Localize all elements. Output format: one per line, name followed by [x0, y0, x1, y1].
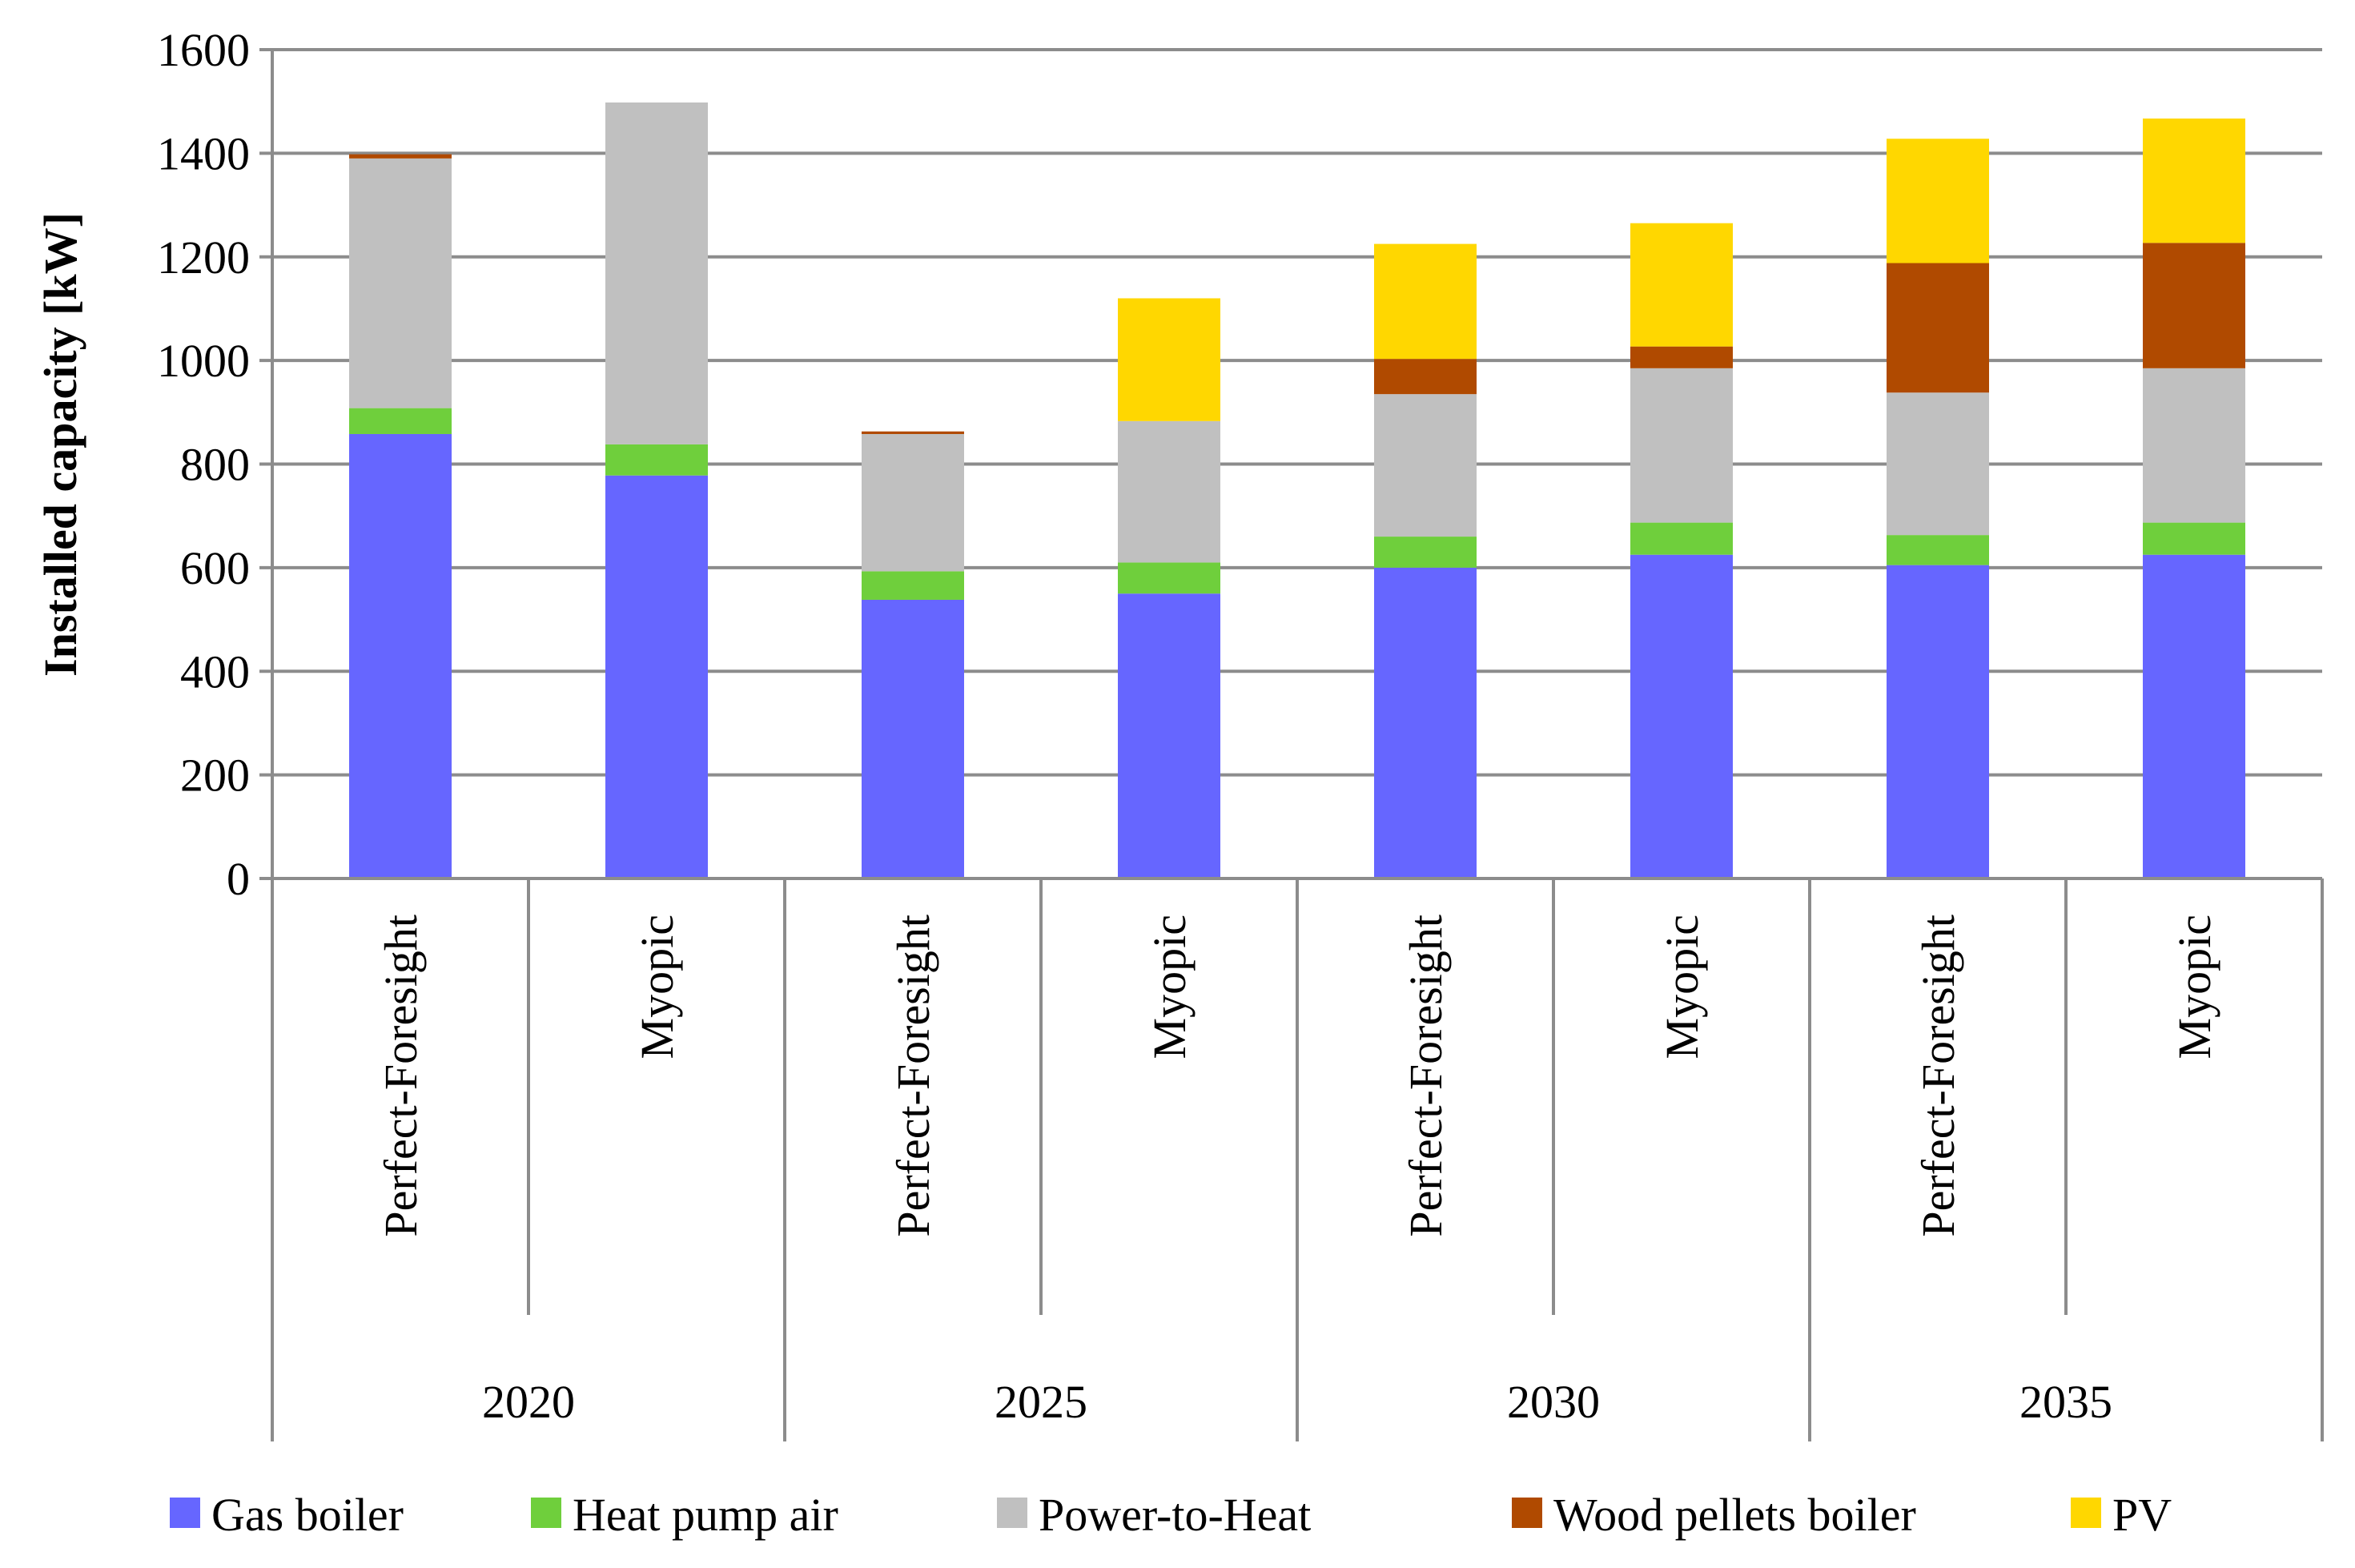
category-label: Perfect-Foresight — [1912, 915, 1964, 1237]
y-tick-label: 1200 — [157, 231, 250, 283]
bar-pv — [1374, 243, 1477, 360]
bar-gas-boiler — [1630, 554, 1733, 878]
category-label: Perfect-Foresight — [887, 915, 939, 1237]
bar-heat-pump-air — [1630, 522, 1733, 555]
y-tick-labels: 0 200 400 600 800 1000 1200 1400 1600 — [157, 24, 250, 905]
bar-heat-pump-air — [2143, 522, 2245, 555]
bar-pv — [1630, 223, 1733, 347]
y-tick-label: 0 — [227, 853, 250, 905]
bar-power-to-heat — [1887, 392, 1989, 536]
y-axis-label: Installed capacity [kW] — [34, 212, 86, 677]
group-label: 2030 — [1507, 1376, 1600, 1428]
bar-wood-pellets-boiler — [862, 431, 964, 434]
bar-wood-pellets-boiler — [1374, 359, 1477, 395]
bar-gas-boiler — [605, 475, 708, 878]
legend-swatch-gas-boiler — [170, 1498, 200, 1528]
category-label: Myopic — [2168, 915, 2220, 1059]
bar-wood-pellets-boiler — [1630, 346, 1733, 368]
bar-power-to-heat — [349, 158, 452, 408]
legend-label: Wood pellets boiler — [1553, 1489, 1916, 1541]
bar-heat-pump-air — [862, 571, 964, 600]
bar-heat-pump-air — [1118, 562, 1220, 594]
bar-gas-boiler — [1887, 565, 1989, 878]
legend-swatch-power-to-heat — [997, 1498, 1027, 1528]
legend-label: Gas boiler — [211, 1489, 404, 1541]
y-tick-label: 200 — [180, 750, 250, 802]
bar-wood-pellets-boiler — [1887, 263, 1989, 393]
bar-wood-pellets-boiler — [2143, 243, 2245, 368]
bars — [349, 102, 2245, 878]
legend-swatch-pv — [2071, 1498, 2101, 1528]
bar-heat-pump-air — [349, 408, 452, 434]
bar-heat-pump-air — [1374, 537, 1477, 568]
legend-label: Power-to-Heat — [1039, 1489, 1311, 1541]
bar-gas-boiler — [1118, 593, 1220, 878]
bar-pv — [1887, 139, 1989, 263]
bar-gas-boiler — [2143, 554, 2245, 878]
bar-power-to-heat — [1374, 394, 1477, 537]
bar-pv — [2143, 119, 2245, 243]
category-label: Myopic — [631, 915, 683, 1059]
group-label: 2025 — [995, 1376, 1087, 1428]
bar-gas-boiler — [349, 433, 452, 878]
bar-power-to-heat — [862, 433, 964, 572]
bar-wood-pellets-boiler — [349, 154, 452, 159]
y-tick-label: 1000 — [157, 335, 250, 387]
bar-heat-pump-air — [1887, 535, 1989, 565]
y-tick-label: 1400 — [157, 127, 250, 179]
legend: Gas boiler Heat pump air Power-to-Heat Wood… — [170, 1489, 2172, 1541]
y-tick-label: 1600 — [157, 24, 250, 76]
y-tick-label: 400 — [180, 645, 250, 698]
category-label: Perfect-Foresight — [375, 915, 427, 1237]
bar-power-to-heat — [2143, 368, 2245, 523]
y-tick-label: 600 — [180, 542, 250, 594]
bar-power-to-heat — [605, 102, 708, 444]
category-label: Perfect-Foresight — [1400, 915, 1452, 1237]
legend-label: PV — [2112, 1489, 2172, 1541]
category-label: Myopic — [1656, 915, 1708, 1059]
y-tick-label: 800 — [180, 439, 250, 491]
legend-swatch-heat-pump-air — [531, 1498, 561, 1528]
legend-label: Heat pump air — [573, 1489, 838, 1541]
gridlines — [272, 48, 2322, 777]
bar-gas-boiler — [862, 599, 964, 878]
bar-power-to-heat — [1118, 420, 1220, 563]
bar-pv — [1118, 298, 1220, 421]
group-label: 2035 — [2019, 1376, 2112, 1428]
legend-swatch-wood-pellets-boiler — [1512, 1498, 1542, 1528]
bar-gas-boiler — [1374, 567, 1477, 878]
bar-heat-pump-air — [605, 444, 708, 476]
x-category-labels: Perfect-Foresight Myopic Perfect-Foresight… — [375, 915, 2220, 1428]
category-label: Myopic — [1143, 915, 1196, 1059]
bar-power-to-heat — [1630, 368, 1733, 523]
group-label: 2020 — [482, 1376, 575, 1428]
axes — [259, 48, 2324, 1441]
